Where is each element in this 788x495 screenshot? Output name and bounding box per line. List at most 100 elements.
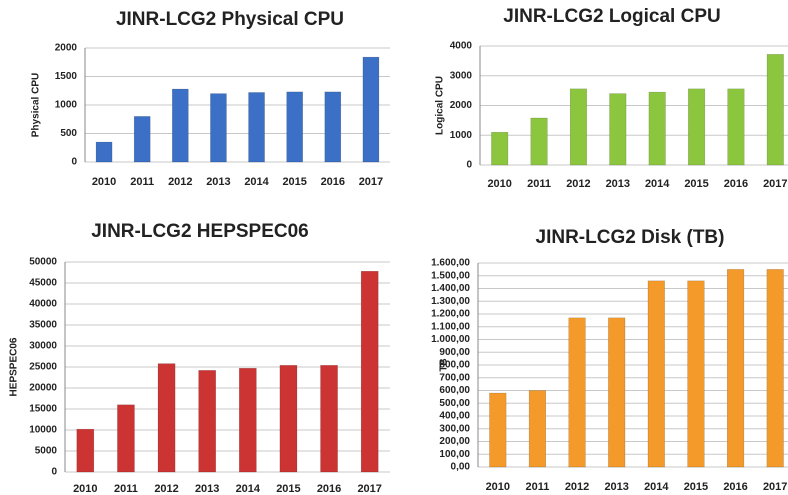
bar bbox=[609, 93, 627, 166]
y-tick-label: 100,00 bbox=[439, 449, 470, 460]
x-tick-label: 2015 bbox=[282, 176, 306, 188]
chart-panel: JINR-LCG2 Disk (TB) TB 0,00 100,00 200,00 300… bbox=[431, 227, 788, 493]
chart-panel: JINR-LCG2 HEPSPEC06 HEPSPEC06 0 5000 10000 15… bbox=[9, 221, 390, 495]
x-tick-label: 2012 bbox=[566, 178, 590, 190]
y-tick-label: 15000 bbox=[29, 404, 57, 415]
y-tick-label: 1500 bbox=[55, 71, 78, 82]
y-tick-label: 5000 bbox=[35, 446, 58, 457]
bar bbox=[117, 404, 135, 473]
y-tick-label: 4000 bbox=[450, 41, 473, 52]
x-tick-label: 2010 bbox=[487, 178, 511, 190]
bar bbox=[320, 365, 338, 473]
y-tick-label: 25000 bbox=[29, 362, 57, 373]
bar bbox=[248, 92, 265, 163]
x-tick-label: 2016 bbox=[317, 483, 341, 495]
chart-title: JINR-LCG2 Disk (TB) bbox=[536, 227, 725, 248]
bar bbox=[766, 269, 784, 468]
x-tick-label: 2012 bbox=[154, 483, 178, 495]
chart-title: JINR-LCG2 HEPSPEC06 bbox=[91, 221, 309, 242]
y-tick-label: 20000 bbox=[29, 383, 57, 394]
bar bbox=[157, 363, 176, 473]
y-tick-label: 700,00 bbox=[439, 372, 470, 383]
bar bbox=[530, 117, 548, 166]
bar bbox=[133, 116, 151, 163]
y-tick-label: 0 bbox=[51, 467, 57, 478]
y-axis-label: TB bbox=[439, 358, 450, 371]
bar bbox=[727, 88, 745, 166]
y-tick-label: 800,00 bbox=[439, 360, 470, 371]
chart-title: JINR-LCG2 Physical CPU bbox=[116, 9, 344, 30]
y-tick-label: 0 bbox=[71, 157, 77, 168]
y-tick-label: 2000 bbox=[450, 100, 473, 111]
y-tick-label: 1000 bbox=[55, 100, 78, 111]
bar bbox=[491, 132, 509, 166]
y-tick-label: 1.600,00 bbox=[431, 258, 470, 269]
y-tick-label: 900,00 bbox=[439, 347, 470, 358]
x-tick-label: 2017 bbox=[763, 481, 787, 493]
x-tick-label: 2016 bbox=[724, 178, 748, 190]
chart-title: JINR-LCG2 Logical CPU bbox=[503, 6, 720, 27]
x-tick-label: 2013 bbox=[195, 483, 219, 495]
bar bbox=[726, 269, 745, 468]
y-axis-label: HEPSPEC06 bbox=[9, 337, 20, 396]
x-tick-label: 2011 bbox=[114, 483, 138, 495]
x-tick-label: 2016 bbox=[321, 176, 345, 188]
y-tick-label: 35000 bbox=[29, 320, 57, 331]
bar bbox=[489, 392, 507, 468]
x-tick-label: 2015 bbox=[276, 483, 300, 495]
y-tick-label: 1000 bbox=[450, 130, 473, 141]
bar bbox=[210, 93, 227, 163]
bar bbox=[647, 280, 665, 468]
y-tick-label: 0,00 bbox=[451, 462, 471, 473]
x-tick-label: 2013 bbox=[206, 176, 230, 188]
bar bbox=[608, 317, 626, 468]
x-tick-label: 2014 bbox=[645, 178, 670, 190]
bar bbox=[360, 270, 379, 473]
y-tick-label: 1.200,00 bbox=[431, 309, 470, 320]
x-tick-label: 2014 bbox=[236, 483, 261, 495]
y-tick-label: 0 bbox=[466, 160, 472, 171]
y-tick-label: 200,00 bbox=[439, 436, 470, 447]
y-tick-label: 400,00 bbox=[439, 411, 470, 422]
chart-panel: JINR-LCG2 Physical CPU Physical CPU 0 500 10… bbox=[31, 9, 390, 188]
x-tick-label: 2014 bbox=[244, 176, 269, 188]
x-tick-label: 2017 bbox=[357, 483, 381, 495]
bar bbox=[687, 280, 705, 468]
x-tick-label: 2016 bbox=[723, 481, 747, 493]
bar bbox=[239, 368, 257, 473]
x-tick-label: 2013 bbox=[606, 178, 630, 190]
y-axis-label: Physical CPU bbox=[31, 73, 42, 137]
x-tick-label: 2012 bbox=[565, 481, 589, 493]
x-tick-label: 2010 bbox=[486, 481, 510, 493]
y-tick-label: 40000 bbox=[29, 299, 57, 310]
x-tick-label: 2017 bbox=[763, 178, 787, 190]
bar bbox=[95, 141, 113, 163]
bar bbox=[324, 91, 342, 163]
x-tick-label: 2014 bbox=[644, 481, 669, 493]
bar bbox=[198, 370, 216, 473]
bar bbox=[286, 91, 303, 163]
x-tick-label: 2012 bbox=[168, 176, 192, 188]
y-tick-label: 3000 bbox=[450, 70, 473, 81]
y-tick-label: 30000 bbox=[29, 341, 57, 352]
y-tick-label: 1.500,00 bbox=[431, 270, 470, 281]
x-tick-label: 2010 bbox=[92, 176, 116, 188]
bar bbox=[76, 428, 95, 473]
x-tick-label: 2011 bbox=[130, 176, 154, 188]
y-tick-label: 1.000,00 bbox=[431, 334, 470, 345]
bar bbox=[172, 88, 189, 163]
y-axis-label: Logical CPU bbox=[435, 76, 446, 135]
y-tick-label: 45000 bbox=[29, 278, 57, 289]
y-tick-label: 10000 bbox=[29, 425, 57, 436]
x-tick-label: 2017 bbox=[359, 176, 383, 188]
bar bbox=[362, 56, 380, 163]
y-tick-label: 600,00 bbox=[439, 385, 470, 396]
y-tick-label: 1.400,00 bbox=[431, 283, 470, 294]
x-tick-label: 2011 bbox=[527, 178, 551, 190]
y-tick-label: 500,00 bbox=[439, 398, 470, 409]
y-tick-label: 50000 bbox=[29, 257, 57, 268]
y-tick-label: 1.300,00 bbox=[431, 296, 470, 307]
x-tick-label: 2015 bbox=[684, 178, 708, 190]
